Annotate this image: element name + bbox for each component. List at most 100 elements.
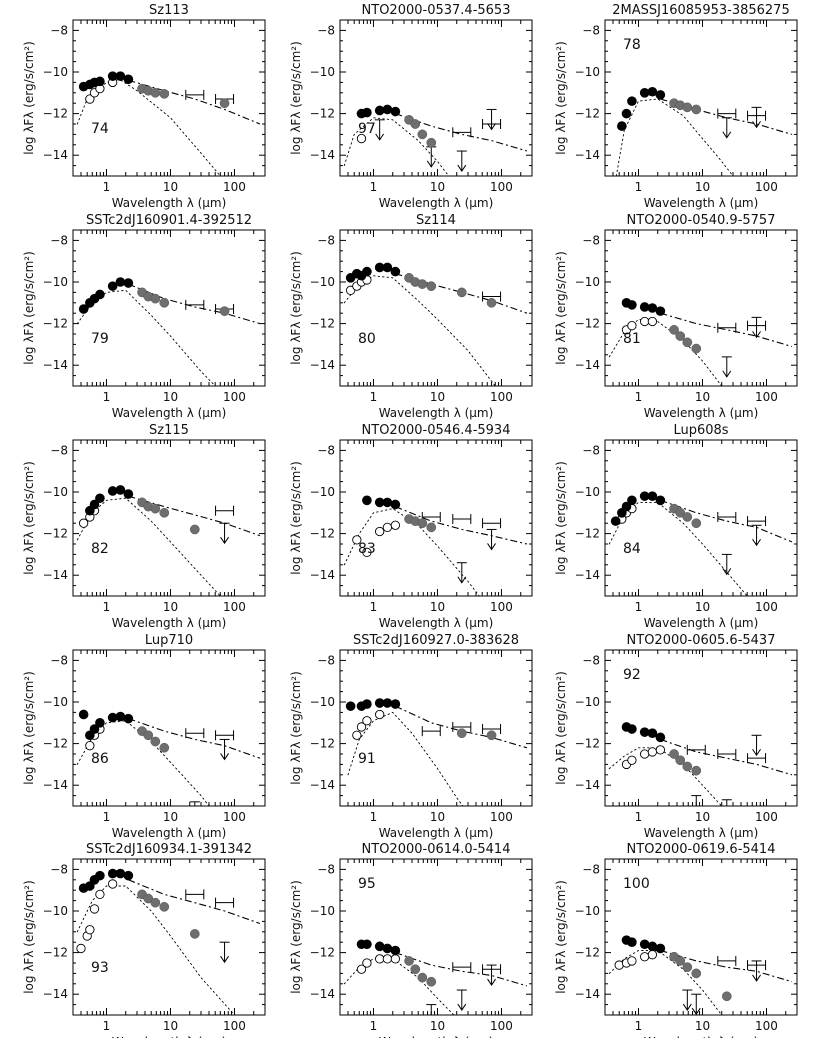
panel-curves	[608, 298, 793, 386]
data-point-dereddened	[356, 964, 367, 974]
y-tick-label: −14	[310, 568, 335, 582]
error-bar	[215, 505, 235, 516]
data-point-ir	[426, 281, 437, 292]
data-point-observed	[123, 278, 134, 288]
data-point-dereddened	[85, 925, 95, 935]
data-point-observed	[78, 709, 89, 720]
y-axis-label: log λFλ (erg/s/cm²)	[289, 880, 303, 994]
sed-panel: SSTc2dJ160934.1-391342−14−12−10−8110100W…	[22, 842, 266, 1043]
panel-id-label: 86	[91, 751, 109, 767]
data-point-dereddened	[640, 316, 650, 327]
y-tick-label: −8	[317, 443, 335, 457]
upper-limit-head	[457, 1003, 467, 1011]
upper-limit-head	[682, 1003, 692, 1011]
data-point-dereddened	[647, 747, 658, 757]
data-point-observed	[78, 304, 89, 314]
panel-id-label: 82	[91, 541, 109, 557]
y-tick-label: −8	[317, 23, 335, 37]
y-tick-label: −8	[50, 443, 68, 457]
panel-frame	[72, 649, 266, 807]
y-tick-label: −10	[43, 904, 68, 918]
panel-frame	[604, 439, 798, 597]
upper-limit-arrow	[456, 150, 467, 172]
upper-limit-arrow	[219, 941, 230, 964]
error-bar	[452, 962, 472, 973]
data-point-ir	[669, 324, 679, 335]
x-tick-label: 1	[635, 810, 643, 824]
x-tick-label: 100	[490, 390, 513, 404]
upper-limit-arrow	[721, 356, 732, 378]
panel-curves	[343, 939, 528, 1015]
y-tick-label: −14	[575, 987, 600, 1001]
x-tick-label: 10	[163, 600, 178, 614]
x-tick-label: 10	[430, 810, 445, 824]
data-point-observed	[647, 728, 658, 738]
panel-frame	[72, 229, 266, 387]
panel-frame	[339, 858, 533, 1016]
x-axis-label: Wavelength λ (μm)	[112, 406, 227, 420]
data-point-observed	[639, 727, 650, 737]
y-tick-label: −8	[317, 862, 335, 876]
data-point-observed	[390, 266, 401, 277]
y-tick-label: −14	[43, 148, 68, 162]
data-point-dereddened	[375, 526, 385, 537]
data-point-observed	[390, 945, 401, 956]
data-point-observed	[647, 86, 658, 97]
data-point-observed	[95, 289, 105, 300]
error-bar	[747, 516, 767, 527]
data-point-dereddened	[362, 716, 372, 726]
upper-limit-arrow	[486, 108, 497, 131]
y-tick-label: −14	[310, 358, 335, 372]
data-point-ir	[189, 524, 200, 535]
data-point-dereddened	[375, 709, 385, 720]
data-point-observed	[107, 71, 118, 81]
data-point-observed	[107, 712, 118, 723]
sed-panel: 2MASSJ16085953-3856275 −14 −12 −10 −8 1 10 100 W…	[554, 3, 798, 210]
data-point-ir	[669, 749, 679, 759]
upper-limit-head	[722, 568, 732, 576]
data-point-observed	[382, 943, 393, 954]
panel-curves	[608, 491, 793, 596]
median-sed-curve	[128, 718, 261, 759]
error-bar	[215, 897, 235, 908]
upper-limit-arrow	[751, 316, 762, 339]
upper-limit-head	[220, 955, 229, 964]
data-point-observed	[639, 88, 650, 98]
data-point-dereddened	[390, 954, 401, 964]
panel-curves	[343, 262, 528, 386]
y-tick-label: −10	[575, 695, 600, 709]
data-point-ir	[143, 730, 154, 741]
x-tick-label: 100	[755, 390, 778, 404]
data-point-ir	[675, 331, 686, 341]
data-point-dereddened	[76, 943, 86, 954]
error-bar	[717, 511, 737, 522]
photosphere-model-curve	[76, 497, 221, 596]
data-point-observed	[627, 495, 637, 506]
error-bar	[717, 322, 737, 333]
data-point-observed	[382, 262, 393, 273]
upper-limit-arrow	[219, 738, 230, 761]
data-point-ir	[150, 293, 161, 304]
data-point-observed	[123, 870, 134, 881]
data-point-observed	[655, 732, 666, 743]
data-point-ir	[150, 736, 161, 747]
y-tick-label: −14	[43, 358, 68, 372]
data-point-ir	[417, 972, 428, 983]
data-point-ir	[159, 901, 170, 912]
data-point-observed	[107, 486, 118, 496]
panel-title: NTO2000-0537.4-5653	[362, 3, 511, 18]
x-tick-label: 100	[223, 390, 246, 404]
data-point-ir	[159, 88, 170, 99]
x-tick-label: 10	[163, 390, 178, 404]
panel-curves	[343, 104, 528, 176]
x-axis-label: Wavelength λ (μm)	[379, 196, 494, 210]
x-tick-label: 10	[695, 600, 710, 614]
data-point-observed	[345, 701, 356, 711]
y-axis-label: log λFλ (erg/s/cm²)	[22, 41, 36, 155]
data-point-observed	[617, 121, 627, 131]
y-tick-label: −8	[582, 233, 600, 247]
data-point-dereddened	[627, 321, 637, 331]
data-point-observed	[362, 939, 372, 950]
data-point-observed	[627, 300, 637, 310]
sed-panel: NTO2000-0605.6-5437 −14 −12 −10 −8 1 10 100 Wave…	[554, 633, 798, 840]
